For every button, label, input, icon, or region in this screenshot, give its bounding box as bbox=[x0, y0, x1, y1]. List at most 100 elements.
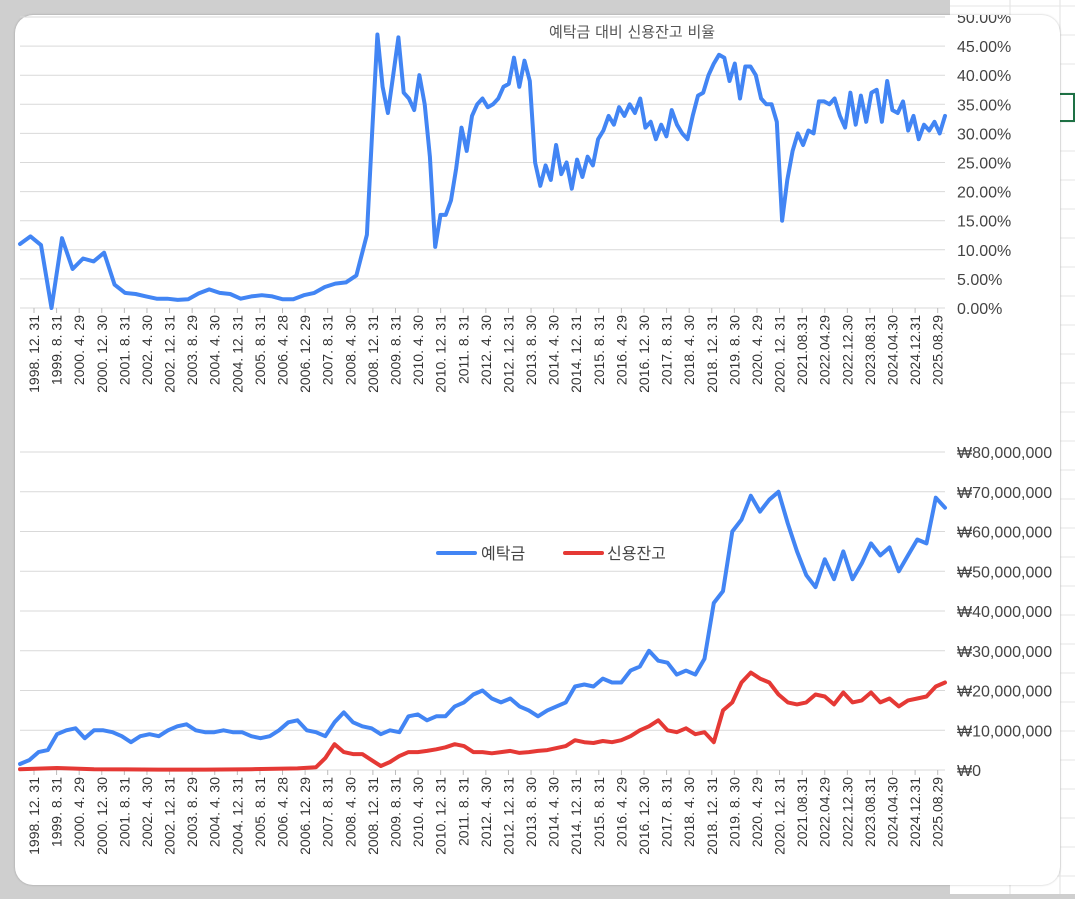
chart-balances[interactable]: ₩80,000,000 ₩70,000,000 ₩60,000,000 ₩50,000… bbox=[18, 445, 1052, 855]
series-line-1 bbox=[18, 32, 947, 310]
x-tick-label: 1999. 8. 31 bbox=[49, 315, 65, 385]
chart2-x-ticks: 1998. 12. 31 1999. 8. 31 2000. 4. 29 2000. … bbox=[26, 777, 946, 855]
y-tick-label: ₩30,000,000 bbox=[957, 644, 1052, 661]
series-line-1 bbox=[18, 489, 947, 766]
y-tick-label: ₩50,000,000 bbox=[957, 564, 1052, 581]
chart-card[interactable]: 50.00% 45.00% 40.00% 35.00% 30.00% 25.00% 20.0… bbox=[15, 15, 1060, 885]
x-tick-label: 2013. 8. 30 bbox=[523, 777, 539, 847]
x-tick-label: 2004. 4. 30 bbox=[207, 777, 223, 847]
x-tick-label: 2012. 4. 30 bbox=[478, 315, 494, 385]
x-tick-label: 2003. 8. 29 bbox=[184, 315, 200, 385]
y-tick-label: 5.00% bbox=[957, 272, 1002, 289]
x-tick-label: 2009. 8. 31 bbox=[387, 315, 403, 385]
x-tick-label: 2011. 8. 31 bbox=[455, 777, 471, 846]
x-tick-label: 2023.08.31 bbox=[862, 315, 878, 385]
x-tick-label: 2022.04.29 bbox=[817, 315, 833, 385]
x-tick-label: 2002. 4. 30 bbox=[139, 315, 155, 385]
x-tick-label: 2013. 8. 30 bbox=[523, 315, 539, 385]
x-tick-label: 2022.12.30 bbox=[839, 777, 855, 847]
legend-label-deposits: 예탁금 bbox=[481, 544, 525, 563]
x-tick-label: 2021.08.31 bbox=[794, 777, 810, 847]
x-tick-label: 2019. 8. 30 bbox=[726, 777, 742, 847]
x-tick-label: 2012. 12. 31 bbox=[500, 777, 516, 855]
x-tick-label: 2017. 8. 31 bbox=[659, 315, 675, 385]
chart-ratio[interactable]: 50.00% 45.00% 40.00% 35.00% 30.00% 25.00% 20.0… bbox=[18, 15, 1011, 393]
x-tick-label: 2003. 8. 29 bbox=[184, 777, 200, 847]
x-tick-label: 2022.04.29 bbox=[817, 777, 833, 847]
x-tick-label: 2007. 8. 31 bbox=[320, 777, 336, 847]
y-tick-label: ₩10,000,000 bbox=[957, 723, 1052, 740]
y-tick-label: 25.00% bbox=[957, 156, 1011, 173]
x-tick-label: 2020. 4. 29 bbox=[749, 315, 765, 385]
x-tick-label: 2014. 12. 31 bbox=[568, 777, 584, 855]
x-tick-label: 2000. 4. 29 bbox=[71, 315, 87, 385]
x-tick-label: 2005. 8. 31 bbox=[252, 777, 268, 847]
x-tick-label: 2024.04.30 bbox=[885, 777, 901, 847]
x-tick-label: 2006. 12. 29 bbox=[297, 777, 313, 855]
y-tick-label: ₩40,000,000 bbox=[957, 604, 1052, 621]
x-tick-label: 2004. 4. 30 bbox=[207, 315, 223, 385]
x-tick-label: 1998. 12. 31 bbox=[26, 777, 42, 855]
y-tick-label: 40.00% bbox=[957, 68, 1011, 85]
x-tick-label: 2022.12.30 bbox=[839, 315, 855, 385]
chart1-series bbox=[18, 32, 947, 310]
x-tick-label: 1998. 12. 31 bbox=[26, 315, 42, 393]
charts-svg: 50.00% 45.00% 40.00% 35.00% 30.00% 25.00% 20.0… bbox=[18, 15, 1052, 855]
x-tick-label: 2014. 12. 31 bbox=[568, 315, 584, 393]
legend-label-credit: 신용잔고 bbox=[607, 544, 666, 563]
x-tick-label: 2000. 12. 30 bbox=[94, 777, 110, 855]
x-tick-label: 2004. 12. 31 bbox=[229, 777, 245, 855]
y-tick-label: ₩70,000,000 bbox=[957, 485, 1052, 502]
y-tick-label: 15.00% bbox=[957, 214, 1011, 231]
y-tick-label: 20.00% bbox=[957, 185, 1011, 202]
x-tick-label: 2004. 12. 31 bbox=[229, 315, 245, 393]
x-tick-label: 2018. 12. 31 bbox=[704, 777, 720, 855]
x-tick-label: 2001. 8. 31 bbox=[116, 777, 132, 847]
x-tick-label: 2009. 8. 31 bbox=[387, 777, 403, 847]
x-tick-label: 2015. 8. 31 bbox=[591, 315, 607, 385]
x-tick-label: 2002. 12. 31 bbox=[162, 777, 178, 855]
x-tick-label: 2000. 12. 30 bbox=[94, 315, 110, 393]
y-tick-label: 30.00% bbox=[957, 126, 1011, 143]
x-tick-label: 2016. 12. 30 bbox=[636, 315, 652, 393]
x-tick-label: 2010. 4. 30 bbox=[410, 315, 426, 385]
chart1-x-ticks: 1998. 12. 31 1999. 8. 31 2000. 4. 29 2000. … bbox=[26, 315, 946, 393]
y-tick-label: 45.00% bbox=[957, 39, 1011, 56]
x-tick-label: 2025.08.29 bbox=[930, 315, 946, 385]
x-tick-label: 2018. 4. 30 bbox=[681, 777, 697, 847]
x-tick-label: 2024.04.30 bbox=[885, 315, 901, 385]
x-tick-label: 2016. 4. 29 bbox=[613, 777, 629, 847]
x-tick-label: 2023.08.31 bbox=[862, 777, 878, 847]
y-tick-label: 0.00% bbox=[957, 301, 1002, 318]
y-tick-label: ₩0 bbox=[957, 763, 981, 780]
x-tick-label: 2007. 8. 31 bbox=[320, 315, 336, 385]
series-line-2 bbox=[18, 670, 947, 772]
x-tick-label: 2012. 12. 31 bbox=[500, 315, 516, 393]
chart2-series bbox=[18, 489, 947, 772]
y-tick-label: ₩20,000,000 bbox=[957, 684, 1052, 701]
y-tick-label: ₩60,000,000 bbox=[957, 525, 1052, 542]
chart2-legend: 예탁금 신용잔고 bbox=[436, 544, 666, 563]
x-tick-label: 2005. 8. 31 bbox=[252, 315, 268, 385]
chart1-gridlines bbox=[20, 16, 945, 313]
x-tick-label: 2018. 12. 31 bbox=[704, 315, 720, 393]
x-tick-label: 2002. 12. 31 bbox=[162, 315, 178, 393]
chart2-gridlines bbox=[20, 451, 945, 775]
x-tick-label: 1999. 8. 31 bbox=[49, 777, 65, 847]
x-tick-label: 2002. 4. 30 bbox=[139, 777, 155, 847]
y-tick-label: 50.00% bbox=[957, 15, 1011, 27]
x-tick-label: 2016. 4. 29 bbox=[613, 315, 629, 385]
x-tick-label: 2010. 12. 31 bbox=[433, 777, 449, 855]
x-tick-label: 2020. 12. 31 bbox=[772, 777, 788, 855]
x-tick-label: 2001. 8. 31 bbox=[116, 315, 132, 385]
x-tick-label: 2020. 12. 31 bbox=[772, 315, 788, 393]
chart1-title: 예탁금 대비 신용잔고 비율 bbox=[549, 23, 715, 41]
y-tick-label: 35.00% bbox=[957, 97, 1011, 114]
y-tick-label: 10.00% bbox=[957, 243, 1011, 260]
x-tick-label: 2006. 4. 28 bbox=[275, 777, 291, 847]
x-tick-label: 2024.12.31 bbox=[907, 315, 923, 385]
x-tick-label: 2025.08.29 bbox=[930, 777, 946, 847]
x-tick-label: 2008. 12. 31 bbox=[365, 315, 381, 393]
x-tick-label: 2021.08.31 bbox=[794, 315, 810, 385]
x-tick-label: 2020. 4. 29 bbox=[749, 777, 765, 847]
